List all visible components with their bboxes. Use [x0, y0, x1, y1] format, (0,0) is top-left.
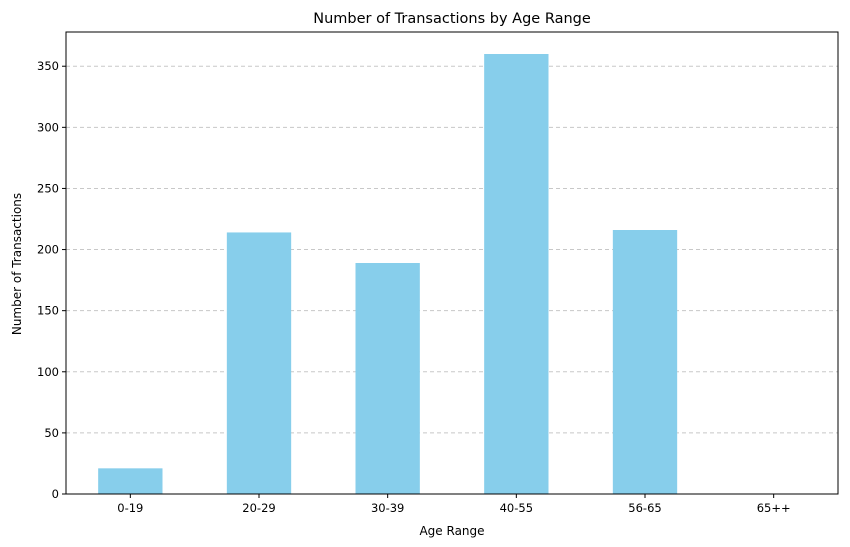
- bar-56-65: [612, 230, 678, 494]
- axes: [65, 31, 839, 495]
- ticks: 0 50 100 150 200 250 300 350 0-19 20-29 30-39 40-55…: [37, 59, 791, 515]
- y-tick-label: 50: [44, 426, 59, 440]
- x-tick-label: 56-65: [628, 501, 661, 515]
- y-axis-label: Number of Transactions: [10, 193, 24, 335]
- plot-frame: [65, 31, 839, 495]
- chart-title: Number of Transactions by Age Range: [313, 11, 591, 27]
- x-tick-label: 30-39: [371, 501, 404, 515]
- y-tick-label: 350: [37, 59, 59, 73]
- y-tick-label: 150: [37, 304, 59, 318]
- y-tick-label: 0: [52, 487, 59, 501]
- grid-lines: [66, 65, 838, 434]
- y-tick-label: 250: [37, 181, 59, 195]
- y-tick-label: 200: [37, 243, 59, 257]
- bar-40-55: [484, 54, 549, 494]
- y-tick-label: 100: [37, 365, 59, 379]
- x-tick-label: 20-29: [242, 501, 275, 515]
- bar-20-29: [226, 232, 292, 494]
- y-tick-label: 300: [37, 120, 59, 134]
- bar-0-19: [98, 468, 163, 494]
- x-axis-label: Age Range: [419, 524, 484, 538]
- x-tick-label: 65++: [757, 501, 791, 515]
- bar-30-39: [355, 263, 420, 494]
- x-tick-label: 40-55: [500, 501, 533, 515]
- x-tick-label: 0-19: [117, 501, 143, 515]
- bars: [98, 54, 678, 494]
